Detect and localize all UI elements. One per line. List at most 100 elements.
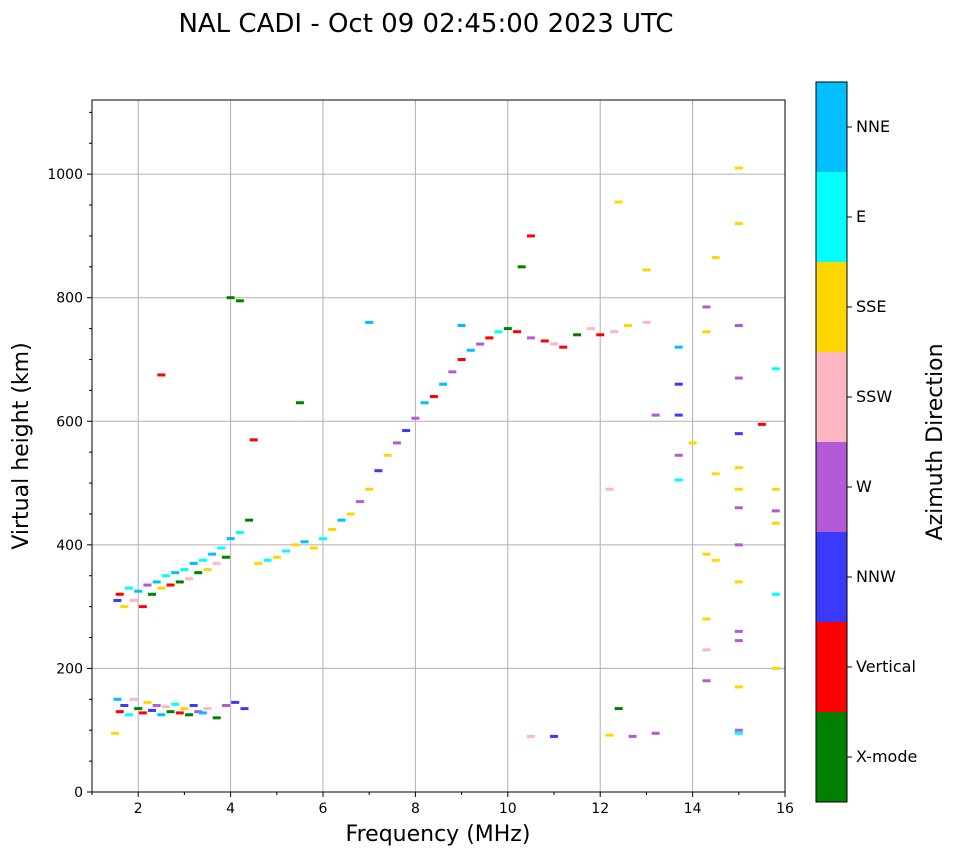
data-point: [734, 685, 743, 689]
data-point: [734, 639, 743, 643]
data-point: [586, 327, 595, 331]
x-tick-label: 16: [776, 801, 794, 817]
data-point: [180, 707, 189, 711]
colorbar-category-label: Vertical: [856, 657, 916, 676]
y-tick-label: 1000: [47, 167, 83, 183]
data-point: [771, 592, 780, 596]
data-point: [143, 583, 152, 587]
data-point: [291, 543, 300, 547]
data-point: [771, 487, 780, 491]
data-point: [208, 552, 217, 556]
colorbar-category-label: NNE: [856, 117, 890, 136]
data-point: [642, 320, 651, 324]
data-point: [198, 558, 207, 562]
data-point: [771, 509, 780, 513]
data-point: [674, 382, 683, 386]
colorbar-segment: [816, 82, 847, 172]
data-point: [189, 704, 198, 707]
data-point: [161, 705, 170, 709]
data-point: [171, 571, 180, 575]
data-point: [642, 268, 651, 272]
data-point: [674, 345, 683, 349]
data-point: [734, 166, 743, 170]
data-point: [526, 734, 535, 738]
data-point: [115, 592, 124, 596]
y-tick-label: 200: [56, 661, 83, 677]
data-point: [771, 367, 780, 371]
data-point: [674, 453, 683, 457]
data-point: [494, 330, 503, 334]
data-point: [734, 432, 743, 436]
data-point: [203, 707, 212, 711]
data-point: [240, 707, 249, 711]
data-point: [138, 605, 147, 609]
data-point: [448, 370, 457, 374]
x-axis-ticks: 2 4 6 8 10 12 14 16: [91, 792, 794, 817]
data-point: [702, 617, 711, 621]
data-point: [134, 707, 143, 711]
data-point: [711, 256, 720, 260]
data-point: [605, 733, 614, 737]
data-point: [402, 429, 411, 433]
data-point: [711, 558, 720, 562]
data-point: [734, 466, 743, 470]
data-point: [392, 441, 401, 445]
data-point: [365, 487, 374, 491]
colorbar-segment: [816, 442, 847, 532]
data-point: [734, 629, 743, 633]
data-point: [526, 336, 535, 340]
colorbar-segment: [816, 712, 847, 802]
y-axis-ticks: 0 200 400 600 800 1000: [47, 111, 92, 801]
x-tick-label: 12: [591, 801, 609, 817]
data-point: [138, 711, 147, 715]
data-point: [688, 441, 697, 445]
data-point: [757, 422, 766, 426]
data-point: [605, 487, 614, 491]
data-point: [674, 478, 683, 482]
data-point: [152, 704, 161, 707]
colorbar-category-label: E: [856, 207, 866, 226]
x-tick-label: 2: [134, 801, 143, 817]
colorbar-segment: [816, 172, 847, 262]
data-point: [365, 320, 374, 324]
data-point: [734, 580, 743, 584]
data-point: [254, 561, 263, 565]
data-point: [113, 598, 122, 602]
data-point: [328, 527, 337, 531]
data-point: [171, 702, 180, 706]
data-point: [734, 728, 743, 732]
data-point: [120, 704, 129, 707]
data-point: [235, 531, 244, 534]
data-point: [476, 342, 485, 346]
colorbar-category-label: NNW: [856, 567, 896, 586]
data-point: [734, 222, 743, 226]
data-point: [550, 734, 558, 738]
data-point: [198, 711, 207, 715]
data-point: [610, 330, 619, 334]
data-point: [702, 648, 711, 652]
data-point: [623, 324, 632, 328]
data-point: [272, 555, 281, 559]
data-point: [702, 679, 711, 683]
data-point: [651, 731, 660, 735]
data-point: [355, 500, 364, 504]
data-point: [734, 506, 743, 510]
x-tick-label: 10: [499, 801, 517, 817]
data-point: [702, 330, 711, 334]
data-point: [457, 324, 466, 328]
data-point: [383, 453, 392, 457]
data-point: [245, 518, 254, 522]
data-point: [203, 568, 212, 572]
data-point: [115, 710, 124, 714]
colorbar-category-label: SSE: [856, 297, 886, 316]
colorbar-segment: [816, 532, 847, 622]
data-point: [734, 376, 743, 380]
data-marks: [111, 166, 780, 738]
data-point: [517, 265, 526, 269]
data-point: [124, 713, 133, 717]
data-point: [148, 592, 157, 596]
data-point: [429, 395, 438, 399]
data-point: [346, 512, 355, 516]
data-point: [212, 716, 221, 720]
